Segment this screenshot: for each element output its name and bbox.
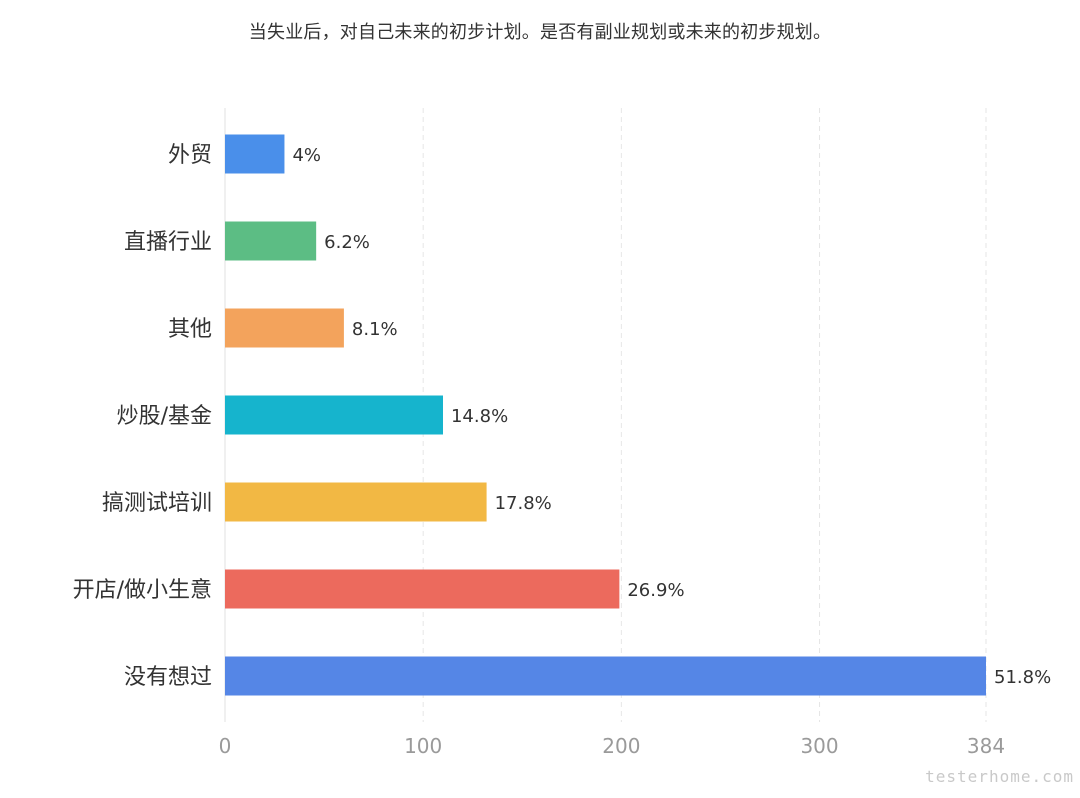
bar-1: [225, 221, 317, 261]
x-tick-label-0: 0: [219, 734, 232, 758]
category-label-2: 其他: [168, 317, 212, 342]
category-label-3: 炒股/基金: [117, 404, 212, 429]
category-label-5: 开店/做小生意: [73, 578, 212, 603]
x-tick-label-200: 200: [602, 734, 640, 758]
category-label-1: 直播行业: [124, 230, 212, 255]
data-label-1: 6.2%: [324, 232, 370, 253]
data-label-3: 14.8%: [451, 406, 508, 427]
category-label-4: 搞测试培训: [102, 491, 212, 516]
watermark-text: testerhome.com: [925, 767, 1074, 786]
category-label-6: 没有想过: [124, 665, 212, 690]
category-label-0: 外贸: [168, 143, 212, 168]
bar-3: [225, 395, 443, 435]
bar-6: [225, 656, 986, 696]
bars-layer: [225, 134, 986, 696]
data-label-4: 17.8%: [495, 493, 552, 514]
bar-4: [225, 482, 487, 522]
bar-2: [225, 308, 344, 348]
x-tick-label-300: 300: [800, 734, 838, 758]
data-label-0: 4%: [292, 145, 321, 166]
data-label-5: 26.9%: [627, 580, 684, 601]
chart-title: 当失业后，对自己未来的初步计划。是否有副业规划或未来的初步规划。: [248, 22, 832, 43]
data-label-6: 51.8%: [994, 667, 1051, 688]
bar-5: [225, 569, 620, 609]
x-tick-label-100: 100: [404, 734, 442, 758]
bar-0: [225, 134, 285, 174]
data-label-2: 8.1%: [352, 319, 398, 340]
x-tick-label-384: 384: [967, 734, 1005, 758]
labels-layer: 0 100 200 300 384 外贸 4% 直播行业 6.2% 其他 8.1% 炒股/基金 14.8…: [73, 143, 1052, 758]
